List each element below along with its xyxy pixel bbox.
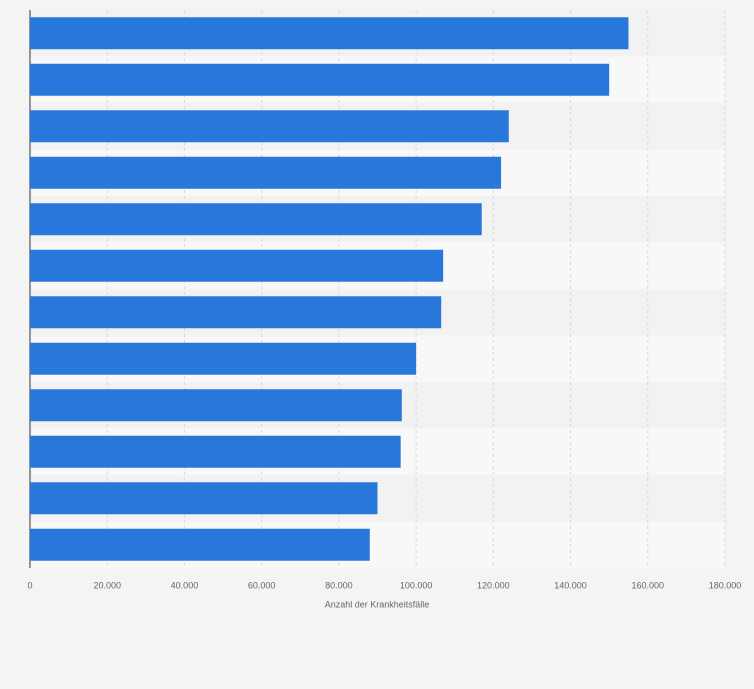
x-tick-label: 140.000 [554, 580, 587, 590]
bar [30, 435, 401, 468]
x-tick-label: 40.000 [171, 580, 199, 590]
x-tick-label: 160.000 [632, 580, 665, 590]
bar [30, 482, 378, 515]
x-tick-label: 0 [27, 580, 32, 590]
bar [30, 156, 502, 189]
bar [30, 389, 402, 422]
bar [30, 249, 444, 282]
x-tick-label: 80.000 [325, 580, 353, 590]
bar [30, 110, 509, 143]
x-axis-label: Anzahl der Krankheitsfälle [325, 599, 430, 609]
bar [30, 63, 610, 96]
bar [30, 17, 629, 50]
bar [30, 296, 442, 329]
bar [30, 528, 370, 561]
bar [30, 342, 417, 375]
x-tick-label: 20.000 [93, 580, 121, 590]
x-tick-label: 60.000 [248, 580, 276, 590]
x-tick-label: 120.000 [477, 580, 510, 590]
x-tick-label: 180.000 [709, 580, 742, 590]
x-tick-label: 100.000 [400, 580, 433, 590]
bar [30, 203, 482, 236]
